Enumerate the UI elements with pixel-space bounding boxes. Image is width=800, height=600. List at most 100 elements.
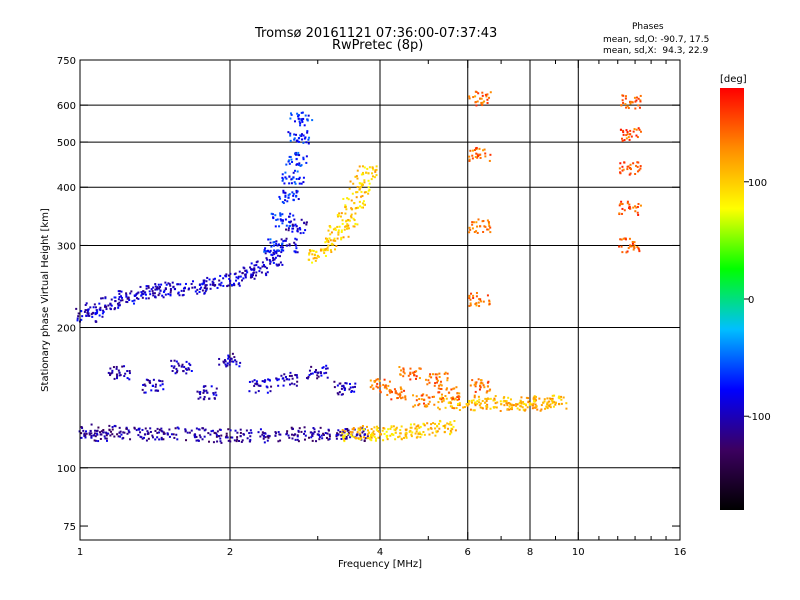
echo-point	[151, 384, 154, 387]
echo-point	[325, 367, 328, 370]
echo-point	[400, 388, 403, 391]
echo-point	[393, 428, 396, 431]
echo-point	[160, 436, 163, 439]
echo-point	[323, 372, 326, 375]
echo-point	[308, 253, 311, 256]
echo-point	[161, 380, 164, 383]
echo-point	[182, 293, 185, 296]
echo-point	[264, 247, 267, 250]
echo-point	[297, 440, 300, 443]
echo-point	[619, 172, 622, 175]
echo-point	[475, 152, 478, 155]
echo-point	[167, 282, 170, 285]
echo-point	[281, 213, 284, 216]
echo-point	[238, 282, 241, 285]
echo-point	[347, 198, 350, 201]
echo-point	[367, 436, 370, 439]
echo-point	[113, 424, 116, 427]
echo-point	[344, 437, 347, 440]
echo-point	[83, 432, 86, 435]
echo-point	[558, 395, 561, 398]
echo-point	[489, 397, 492, 400]
echo-point	[621, 212, 624, 215]
echo-point	[105, 305, 108, 308]
echo-point	[306, 130, 309, 133]
echo-point	[118, 374, 121, 377]
echo-point	[352, 428, 355, 431]
echo-point	[399, 373, 402, 376]
echo-point	[367, 172, 370, 175]
echo-point	[257, 266, 260, 269]
echo-point	[635, 128, 638, 131]
echo-point	[298, 176, 301, 179]
echo-point	[349, 180, 352, 183]
echo-point	[301, 120, 304, 123]
echo-point	[446, 372, 449, 375]
echo-point	[468, 159, 471, 162]
echo-point	[535, 399, 538, 402]
echo-point	[361, 165, 364, 168]
echo-point	[264, 265, 267, 268]
echo-point	[307, 138, 310, 141]
echo-point	[308, 369, 311, 372]
echo-point	[330, 251, 333, 254]
echo-point	[418, 431, 421, 434]
echo-point	[361, 183, 364, 186]
echo-point	[167, 293, 170, 296]
echo-point	[356, 185, 359, 188]
echo-point	[627, 247, 630, 250]
echo-point	[302, 158, 305, 161]
echo-point	[536, 408, 539, 411]
echo-point	[316, 377, 319, 380]
echo-point	[292, 194, 295, 197]
echo-point	[300, 218, 303, 221]
echo-point	[105, 437, 108, 440]
echo-point	[469, 384, 472, 387]
echo-point	[471, 379, 474, 382]
echo-point	[324, 432, 327, 435]
echo-point	[126, 301, 129, 304]
echo-point	[438, 391, 441, 394]
echo-point	[638, 169, 641, 172]
echo-point	[340, 434, 343, 437]
echo-point	[633, 96, 636, 99]
echo-point	[631, 101, 634, 104]
echo-point	[111, 371, 114, 374]
echo-point	[274, 431, 277, 434]
echo-point	[552, 400, 555, 403]
echo-point	[531, 403, 534, 406]
echo-point	[134, 294, 137, 297]
echo-point	[101, 312, 104, 315]
echo-point	[139, 285, 142, 288]
echo-point	[347, 218, 350, 221]
echo-point	[176, 426, 179, 429]
echo-point	[119, 374, 122, 377]
data-point	[447, 391, 451, 394]
echo-point	[91, 315, 94, 318]
echo-point	[423, 399, 426, 402]
echo-point	[413, 370, 416, 373]
echo-point	[201, 427, 204, 430]
echo-point	[632, 206, 635, 209]
echo-point	[384, 384, 387, 387]
echo-point	[366, 429, 369, 432]
echo-point	[278, 225, 281, 228]
echo-point	[211, 280, 214, 283]
echo-point	[275, 218, 278, 221]
echo-point	[224, 363, 227, 366]
echo-point	[484, 93, 487, 96]
echo-point	[267, 250, 270, 253]
echo-point	[553, 394, 556, 397]
echo-point	[332, 239, 335, 242]
echo-point	[284, 375, 287, 378]
echo-point	[203, 398, 206, 401]
data-point	[365, 171, 368, 174]
echo-point	[311, 261, 314, 264]
echo-point	[288, 243, 291, 246]
echo-point	[298, 226, 301, 229]
echo-point	[110, 298, 113, 301]
echo-point	[85, 302, 88, 305]
echo-point	[449, 421, 452, 424]
echo-point	[399, 429, 402, 432]
echo-point	[272, 251, 275, 254]
